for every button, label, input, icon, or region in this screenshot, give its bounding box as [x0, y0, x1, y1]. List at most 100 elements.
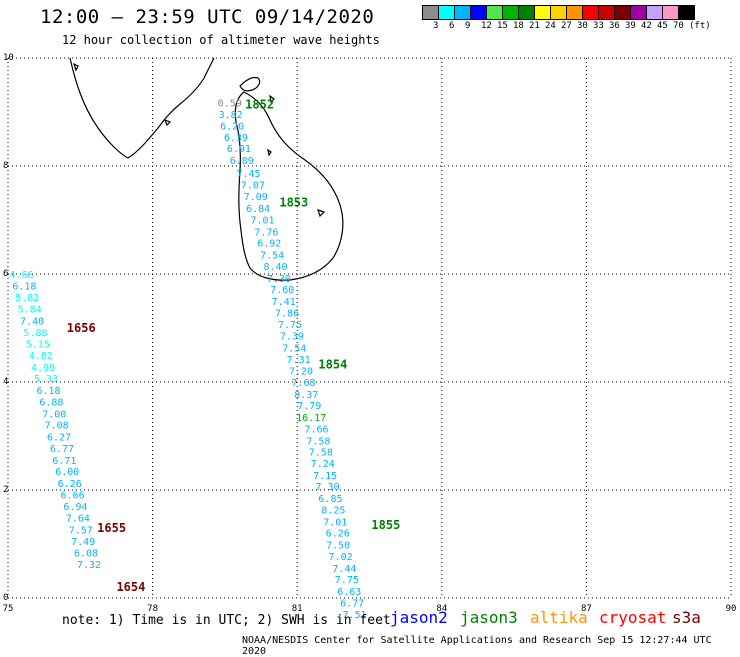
- swh-value: 6.91: [227, 144, 251, 155]
- pass-time-label: 1656: [67, 321, 96, 335]
- x-tick-label: 90: [726, 604, 737, 614]
- y-tick-label: 4: [3, 377, 8, 387]
- swh-value: 7.07: [241, 180, 265, 191]
- swh-value: 7.51: [343, 610, 367, 621]
- pass-time-label: 1655: [97, 521, 126, 535]
- legend-label: 36: [609, 21, 620, 31]
- y-tick-label: 6: [3, 269, 8, 279]
- swh-value: 7.79: [297, 401, 321, 412]
- swh-value: 5.82: [15, 293, 39, 304]
- legend-label: 45: [657, 21, 668, 31]
- satellite-name: s3a: [672, 608, 701, 627]
- y-tick-label: 2: [3, 485, 8, 495]
- swh-value: 7.86: [275, 308, 299, 319]
- swh-value: 6.63: [337, 587, 361, 598]
- swh-value: 3.82: [219, 110, 243, 121]
- page-title: 12:00 – 23:59 UTC 09/14/2020: [40, 6, 375, 28]
- swh-value: 6.27: [47, 433, 71, 444]
- swh-value: 7.41: [272, 297, 296, 308]
- swh-value: 7.32: [77, 560, 101, 571]
- legend-label: 6: [449, 21, 455, 31]
- swh-value: 6.89: [230, 156, 254, 167]
- pass-time-label: 1853: [279, 196, 308, 210]
- swh-value: 7.54: [260, 251, 284, 262]
- legend-label: 70: [673, 21, 684, 31]
- swh-value: 5.15: [26, 340, 50, 351]
- swh-value: 7.15: [313, 471, 337, 482]
- island-2: [269, 94, 275, 104]
- swh-value: 4.66: [9, 270, 33, 281]
- legend-label: 24: [545, 21, 556, 31]
- swh-value: 7.02: [329, 552, 353, 563]
- swh-value: 7.20: [289, 367, 313, 378]
- swh-value: 6.00: [55, 467, 79, 478]
- swh-value: 6.66: [61, 490, 85, 501]
- swh-value: 7.75: [278, 320, 302, 331]
- swh-value: 7.30: [316, 482, 340, 493]
- legend-label: 39: [625, 21, 636, 31]
- swh-value: 7.45: [236, 169, 260, 180]
- legend-label: 15: [497, 21, 508, 31]
- swh-value: 7.01: [250, 215, 274, 226]
- swh-value: 7.66: [304, 424, 328, 435]
- swh-value: 6.18: [12, 281, 36, 292]
- x-tick-label: 78: [147, 604, 158, 614]
- satellite-passes: 0.593.826.206.396.916.89 1852 7.457.077.09…: [9, 97, 400, 621]
- legend-label: 21: [529, 21, 540, 31]
- swh-value: 7.00: [42, 409, 66, 420]
- swh-value: 6.77: [50, 444, 74, 455]
- swh-value: 7.58: [309, 448, 333, 459]
- island-3: [267, 148, 272, 157]
- satellite-name: jason3: [460, 608, 518, 627]
- island-5: [163, 118, 172, 127]
- x-tick-label: 84: [436, 604, 447, 614]
- x-tick-label: 87: [581, 604, 592, 614]
- swh-value: 0.59: [218, 98, 242, 109]
- satellite-name: jason2: [390, 608, 448, 627]
- swh-value: 8.37: [294, 390, 318, 401]
- swh-value: 7.39: [280, 332, 304, 343]
- y-tick-label: 10: [3, 53, 14, 63]
- y-tick-label: 8: [3, 161, 8, 171]
- jaffna-coastline: [239, 76, 261, 92]
- swh-value: 7.64: [66, 514, 90, 525]
- swh-value: 5.84: [18, 305, 42, 316]
- footer-note: note: 1) Time is in UTC; 2) SWH is in fe…: [62, 613, 391, 628]
- swh-value: 7.44: [332, 564, 356, 575]
- map-grid: [7, 57, 732, 599]
- swh-value: 6.18: [36, 386, 60, 397]
- swh-value: 7.58: [306, 436, 330, 447]
- india-coastline: [69, 57, 215, 159]
- satellite-name: cryosat: [599, 608, 667, 627]
- swh-value: 4.82: [29, 351, 53, 362]
- swh-value: 16.17: [296, 413, 326, 424]
- swh-value: 6.39: [224, 133, 248, 144]
- swh-value: 7.76: [254, 227, 278, 238]
- y-tick-label: 0: [3, 593, 8, 603]
- swh-value: 6.88: [39, 397, 63, 408]
- pass-time-label: 1855: [371, 518, 400, 532]
- x-tick-label: 75: [3, 604, 14, 614]
- swh-value: 7.57: [69, 525, 93, 536]
- swh-value: 7.49: [71, 537, 95, 548]
- swh-value: 7.54: [282, 343, 306, 354]
- legend-label: 30: [577, 21, 588, 31]
- swh-value: 7.24: [311, 459, 335, 470]
- swh-value: 7.75: [335, 575, 359, 586]
- footer-credit: NOAA/NESDIS Center for Satellite Applica…: [242, 635, 712, 657]
- island-1: [72, 62, 79, 72]
- satellite-name: altika: [530, 608, 588, 627]
- swh-value: 7.08: [45, 421, 69, 432]
- swh-value: 6.26: [326, 529, 350, 540]
- legend-label: (ft): [689, 21, 711, 31]
- swh-value: 5.88: [23, 328, 47, 339]
- legend-label: 42: [641, 21, 652, 31]
- swh-value: 5.33: [34, 374, 58, 385]
- swh-value: 7.31: [287, 355, 311, 366]
- pass-time-label: 1854: [318, 358, 347, 372]
- pass-time-label: 1852: [245, 97, 274, 111]
- legend-label: 33: [593, 21, 604, 31]
- swh-value: 8.40: [263, 262, 287, 273]
- swh-value: 6.94: [63, 502, 87, 513]
